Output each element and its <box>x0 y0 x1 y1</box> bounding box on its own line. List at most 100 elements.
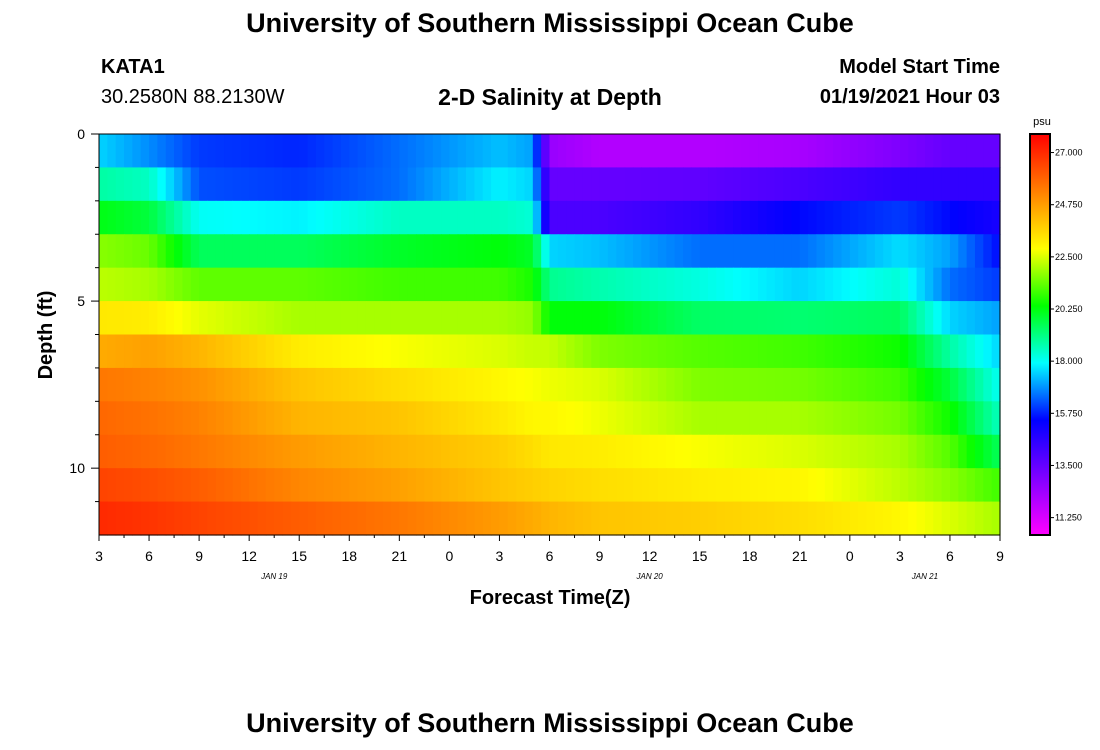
heatmap-cell <box>549 301 559 336</box>
heatmap-cell <box>874 401 884 436</box>
heatmap-cell <box>215 234 225 269</box>
heatmap-cell <box>666 468 676 503</box>
heatmap-cell <box>691 134 701 169</box>
heatmap-cell <box>516 267 526 302</box>
heatmap-cell <box>824 267 834 302</box>
heatmap-cell <box>641 234 651 269</box>
heatmap-cell <box>157 501 167 536</box>
heatmap-cell <box>282 134 292 169</box>
heatmap-cell <box>474 200 484 235</box>
heatmap-cell <box>716 234 726 269</box>
heatmap-cell <box>499 367 509 402</box>
heatmap-cell <box>165 134 175 169</box>
heatmap-cell <box>758 234 767 269</box>
heatmap-cell <box>749 301 759 336</box>
heatmap-cell <box>441 134 450 169</box>
heatmap-cell <box>591 334 601 369</box>
heatmap-cell <box>949 367 959 402</box>
heatmap-cell <box>382 267 392 302</box>
heatmap-cell <box>783 334 793 369</box>
heatmap-cell <box>416 434 425 469</box>
heatmap-cell <box>399 167 409 202</box>
heatmap-cell <box>924 200 934 235</box>
heatmap-cell <box>783 434 793 469</box>
heatmap-cell <box>758 134 767 169</box>
heatmap-cell <box>399 468 409 503</box>
heatmap-cell <box>457 134 467 169</box>
heatmap-cell <box>224 167 234 202</box>
colorbar-tick-label: 22.500 <box>1055 252 1083 262</box>
heatmap-cell <box>299 234 309 269</box>
heatmap-cell <box>157 401 167 436</box>
heatmap-cell <box>908 134 918 169</box>
heatmap-cell <box>899 434 909 469</box>
heatmap-cell <box>574 134 584 169</box>
heatmap-cell <box>182 501 192 536</box>
heatmap-cell <box>290 501 300 536</box>
heatmap-cell <box>682 401 692 436</box>
heatmap-cell <box>574 334 584 369</box>
heatmap-cell <box>115 401 125 436</box>
heatmap-cell <box>124 501 133 536</box>
heatmap-cell <box>315 234 325 269</box>
heatmap-cell <box>432 334 442 369</box>
heatmap-cell <box>816 134 826 169</box>
heatmap-cell <box>149 434 158 469</box>
heatmap-cell <box>766 434 776 469</box>
heatmap-cell <box>315 468 325 503</box>
heatmap-cell <box>699 234 709 269</box>
heatmap-cell <box>257 401 267 436</box>
heatmap-cell <box>924 401 934 436</box>
heatmap-cell <box>499 334 509 369</box>
heatmap-cell <box>282 401 292 436</box>
heatmap-cell <box>149 134 158 169</box>
heatmap-cell <box>766 367 776 402</box>
heatmap-cell <box>290 167 300 202</box>
heatmap-cell <box>457 267 467 302</box>
heatmap-cell <box>516 234 526 269</box>
heatmap-cell <box>390 401 400 436</box>
heatmap-cell <box>516 434 526 469</box>
heatmap-cell <box>833 501 843 536</box>
heatmap-cell <box>290 200 300 235</box>
heatmap-cell <box>524 468 534 503</box>
heatmap-cell <box>816 501 826 536</box>
heatmap-cell <box>149 267 158 302</box>
heatmap-cell <box>365 468 375 503</box>
heatmap-cell <box>99 301 108 336</box>
heatmap-cell <box>190 167 200 202</box>
heatmap-cell <box>524 501 534 536</box>
heatmap-cell <box>766 167 776 202</box>
heatmap-cell <box>232 134 242 169</box>
heatmap-cell <box>966 434 976 469</box>
heatmap-cell <box>265 468 275 503</box>
heatmap-cell <box>691 501 701 536</box>
heatmap-cell <box>224 134 234 169</box>
heatmap-cell <box>674 434 684 469</box>
heatmap-cell <box>849 501 859 536</box>
heatmap-cell <box>457 200 467 235</box>
heatmap-cell <box>974 434 984 469</box>
heatmap-cell <box>541 501 551 536</box>
heatmap-cell <box>365 234 375 269</box>
heatmap-cell <box>666 200 676 235</box>
heatmap-cell <box>749 334 759 369</box>
heatmap-cell <box>457 501 467 536</box>
heatmap-cell <box>808 134 818 169</box>
heatmap-cell <box>741 434 751 469</box>
heatmap-cell <box>424 267 434 302</box>
heatmap-cell <box>507 234 517 269</box>
heatmap-cell <box>799 501 809 536</box>
heatmap-cell <box>941 301 951 336</box>
heatmap-cell <box>708 501 717 536</box>
heatmap-cell <box>949 134 959 169</box>
heatmap-cell <box>541 167 551 202</box>
heatmap-cell <box>349 334 359 369</box>
heatmap-cell <box>240 434 250 469</box>
heatmap-cell <box>140 501 150 536</box>
heatmap-cell <box>174 434 184 469</box>
heatmap-cell <box>682 468 692 503</box>
heatmap-cell <box>924 434 934 469</box>
heatmap-cell <box>491 200 501 235</box>
heatmap-cell <box>916 501 926 536</box>
